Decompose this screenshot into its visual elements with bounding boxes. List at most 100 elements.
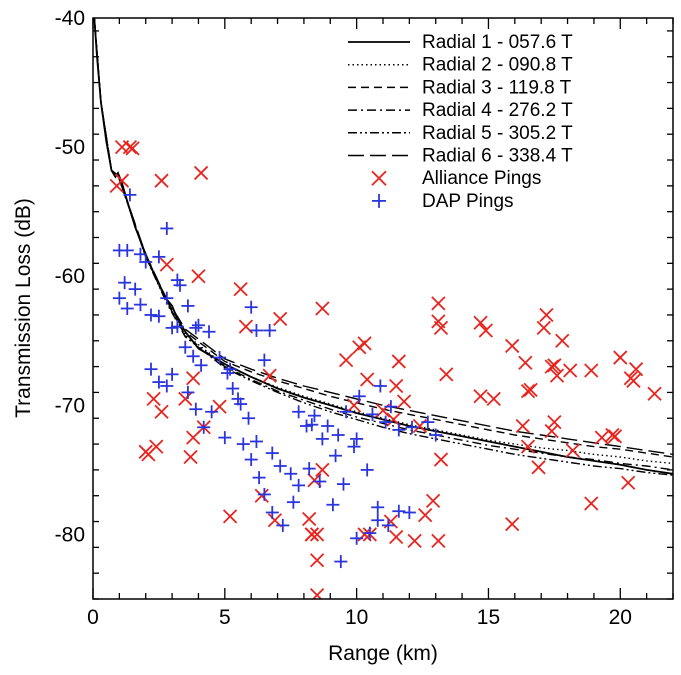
- alliance-ping-point: [389, 529, 404, 545]
- dap-ping-point: [252, 471, 266, 485]
- dap-ping-point: [350, 432, 364, 446]
- dap-ping-point: [218, 431, 232, 445]
- alliance-ping-point: [222, 509, 238, 524]
- legend-item-radial-6-338-4-t: Radial 6 - 338.4 T: [348, 146, 573, 167]
- alliance-ping-point: [309, 553, 325, 568]
- dap-ping-point: [257, 487, 271, 501]
- legend-item-radial-3-119-8-t: Radial 3 - 119.8 T: [348, 77, 572, 98]
- dap-ping-point: [234, 397, 248, 411]
- dap-ping-point: [120, 302, 134, 315]
- dap-ping-point: [186, 349, 200, 363]
- alliance-ping-point: [613, 350, 628, 365]
- alliance-ping-point: [544, 424, 559, 439]
- dap-ping-point: [315, 432, 329, 446]
- dap-ping-point: [144, 362, 158, 376]
- dap-ping-point: [191, 318, 205, 332]
- alliance-ping-point: [647, 386, 662, 401]
- dap-ping-point: [160, 379, 174, 393]
- alliance-ping-point: [431, 296, 446, 311]
- alliance-ping-point: [186, 371, 201, 386]
- dap-ping-point: [181, 385, 195, 399]
- alliance-ping-point: [346, 398, 362, 413]
- dap-ping-point: [205, 405, 219, 419]
- dap-ping-point: [331, 428, 345, 442]
- alliance-ping-point: [178, 391, 193, 407]
- legend-label: Radial 5 - 305.2 T: [422, 123, 573, 144]
- dap-ping-point: [144, 308, 158, 322]
- alliance-ping-point: [338, 353, 354, 368]
- dap-ping-point: [339, 405, 353, 419]
- dap-ping-point: [384, 400, 398, 414]
- dap-ping-point: [392, 423, 406, 437]
- alliance-ping-point: [523, 382, 538, 397]
- dap-ping-point: [194, 358, 208, 372]
- dap-ping-point: [244, 300, 258, 314]
- alliance-ping-point: [109, 178, 124, 193]
- alliance-ping-point: [478, 323, 493, 338]
- alliance-ping-point: [594, 430, 609, 445]
- dap-ping-point: [429, 428, 443, 442]
- y-tick-label: -50: [55, 136, 85, 159]
- dap-ping-point: [178, 340, 192, 354]
- alliance-ping-point: [505, 516, 520, 532]
- y-tick-label: -60: [55, 265, 85, 288]
- alliance-ping-point: [360, 372, 375, 387]
- alliance-ping-point: [183, 449, 198, 465]
- alliance-ping-point: [122, 139, 138, 155]
- x-tick-label: 5: [219, 606, 231, 629]
- dap-ping-point: [189, 402, 203, 416]
- dap-ping-point: [244, 453, 258, 467]
- alliance-ping-point: [555, 333, 570, 348]
- dap-ping-point: [352, 389, 366, 403]
- dap-ping-point: [326, 498, 340, 512]
- alliance-ping-point: [425, 493, 441, 509]
- y-tick-label: -40: [55, 7, 85, 30]
- dap-ping-point: [139, 255, 153, 269]
- alliance-ping-point: [254, 488, 269, 503]
- alliance-ping-point: [433, 452, 449, 467]
- dap-ping-point: [373, 379, 387, 393]
- dap-ping-point: [365, 407, 379, 421]
- x-axis-title: Range (km): [328, 642, 438, 665]
- alliance-ping-point: [315, 301, 330, 316]
- legend-marker-swatch: [371, 170, 387, 186]
- dap-ping-point: [152, 375, 166, 389]
- alliance-ping-point: [191, 269, 206, 284]
- dap-ping-point: [173, 278, 187, 292]
- dap-ping-point: [421, 415, 435, 429]
- y-axis-title: Transmission Loss (dB): [12, 198, 35, 418]
- alliance-ping-point: [304, 527, 319, 542]
- dap-ping-point: [236, 437, 250, 451]
- dap-ping-point: [347, 440, 361, 454]
- alliance-ping-point: [193, 165, 209, 181]
- dap-ping-point: [405, 420, 419, 434]
- alliance-ping-point: [505, 338, 520, 354]
- x-tick-label: 0: [87, 606, 99, 629]
- dap-ping-point: [165, 367, 179, 381]
- dap-ping-point: [152, 250, 166, 264]
- alliance-ping-point: [473, 389, 488, 404]
- alliance-ping-point: [584, 363, 599, 378]
- dap-ping-point: [292, 478, 306, 492]
- dap-ping-point: [276, 518, 290, 532]
- dap-ping-point: [392, 504, 406, 518]
- alliance-ping-point: [520, 383, 536, 399]
- alliance-ping-point: [626, 373, 641, 388]
- dap-ping-point: [249, 434, 263, 448]
- alliance-ping-point: [418, 507, 433, 523]
- legend-label: Radial 2 - 090.8 T: [422, 55, 573, 76]
- alliance-ping-point: [628, 362, 644, 377]
- dap-ping-point: [213, 351, 227, 365]
- legend-label: Radial 1 - 057.6 T: [422, 32, 573, 53]
- alliance-ping-point: [233, 281, 248, 297]
- alliance-ping-point: [621, 475, 636, 490]
- legend-item-dap-pings: DAP Pings: [372, 191, 514, 212]
- dap-ping-point: [321, 419, 335, 433]
- alliance-ping-point: [386, 412, 401, 427]
- legend-label: Radial 4 - 276.2 T: [422, 100, 573, 121]
- alliance-ping-point: [544, 359, 559, 374]
- dap-ping-point: [371, 500, 385, 514]
- dap-ping-point: [336, 477, 350, 491]
- alliance-ping-point: [473, 315, 488, 330]
